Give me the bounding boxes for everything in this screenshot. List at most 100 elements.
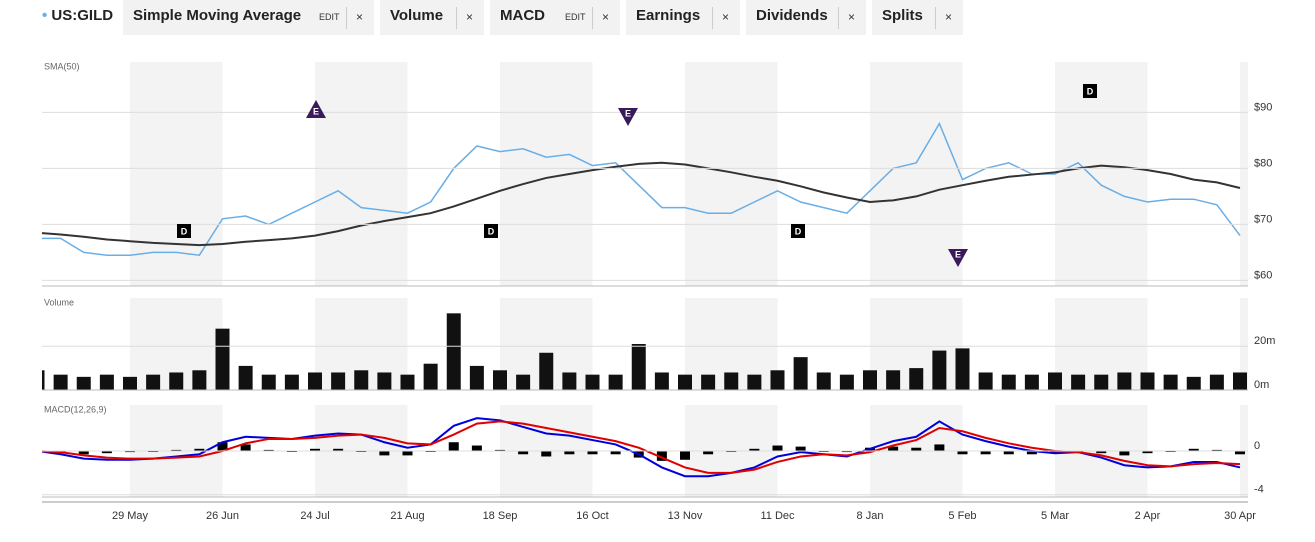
plot [42,121,1247,478]
dividend-marker [177,224,191,238]
close-button[interactable]: × [848,10,856,24]
x-tick-label: 24 Jul [300,510,329,522]
volume-bar [654,372,669,390]
volume-bar [863,370,877,390]
separator [838,7,839,29]
shade-band [685,62,778,286]
y-tick-label: $70 [1254,213,1272,225]
series-line [42,161,1241,247]
macd-histogram-bar [1050,451,1060,454]
macd-histogram-bar [333,448,344,451]
volume-bar [308,372,322,390]
macd-histogram-bar [240,444,251,451]
volume-bar [1186,376,1201,390]
x-tick-label: 21 Aug [390,510,424,522]
volume-bar [42,370,45,390]
series-line [42,417,1241,478]
indicator-chip[interactable]: Splits × [872,0,963,35]
macd-histogram-bar [448,442,459,451]
earnings-marker [618,108,638,126]
x-tick-label: 11 Dec [760,510,795,522]
macd-histogram-bar [795,446,806,451]
macd-histogram-bar [1003,451,1014,455]
close-button[interactable]: × [602,10,610,24]
volume-bar [678,374,692,390]
close-button[interactable]: × [356,10,364,24]
panel-title: Volume [44,297,74,307]
volume-bar [886,370,901,390]
volume-bar [99,374,114,390]
close-button[interactable]: × [722,10,730,24]
volume-bar [423,363,438,390]
y-tick-label: $60 [1254,269,1272,281]
x-tick-label: 5 Feb [948,510,976,522]
volume-bar [631,344,646,390]
event-label: D [1087,86,1094,96]
volume-bar [516,374,531,390]
macd-histogram-bar [1119,451,1130,456]
symbol-dot: • [42,7,52,24]
earnings-marker [948,249,968,267]
volume-bar [793,357,808,390]
indicator-chip[interactable]: MACD EDIT × [490,0,620,35]
indicator-chip[interactable]: Dividends × [746,0,866,35]
macd-histogram-bar [656,451,667,461]
volume-bar [1094,374,1109,390]
shade-band [315,62,408,286]
macd-histogram-bar [402,451,413,456]
macd-histogram-bar [101,451,112,454]
macd-histogram-bar [772,445,783,451]
edit-button[interactable]: EDIT [565,12,586,22]
x-tick-label: 2 Apr [1135,510,1161,522]
macd-histogram-bar [1026,451,1037,455]
volume-bar [215,328,230,390]
volume-bar [978,372,993,390]
volume-bar [169,372,184,390]
volume-bar [770,370,785,390]
indicator-chip[interactable]: Volume × [380,0,484,35]
separator [592,7,593,29]
macd-histogram-bar [841,451,852,453]
macd-histogram-bar [934,444,945,451]
close-button[interactable]: × [466,10,474,24]
volume-bar [354,370,369,390]
event-label: D [488,226,495,236]
close-button[interactable]: × [945,10,953,24]
macd-histogram-bar [957,451,968,455]
shade-band [870,62,963,286]
volume-bar [146,374,161,390]
macd-histogram-bar [125,451,135,453]
volume-bar [284,374,299,390]
indicator-label: Simple Moving Average [133,7,302,24]
shade-band [1055,62,1148,286]
macd-histogram-bar [587,451,598,455]
symbol-label: US:GILD [51,7,114,24]
indicator-chip[interactable]: Simple Moving Average EDIT × [123,0,374,35]
volume-bar [1233,372,1247,390]
macd-histogram-bar [749,448,760,451]
event-label: E [313,106,319,116]
panel-title: SMA(50) [44,61,80,71]
edit-button[interactable]: EDIT [319,12,340,22]
macd-histogram-bar [78,451,89,455]
shade-band [130,62,223,286]
macd-histogram-bar [911,447,922,451]
separator [935,7,936,29]
volume-bar [816,372,831,390]
macd-histogram-bar [171,449,182,451]
macd-histogram-bar [495,449,505,451]
separator [346,7,347,29]
macd-histogram-bar [518,451,529,455]
indicator-chip[interactable]: Earnings × [626,0,740,35]
symbol[interactable]: • US:GILD [42,7,113,24]
volume-bar [377,372,392,390]
indicator-label: Volume [390,7,444,24]
volume-bar [238,365,253,390]
volume-bar [53,374,68,390]
separator [712,7,713,29]
volume-bar [1071,374,1086,390]
volume-bar [1048,372,1062,390]
volume-bar [261,374,276,390]
macd-histogram-bar [1096,451,1107,454]
volume-bar [562,372,577,390]
